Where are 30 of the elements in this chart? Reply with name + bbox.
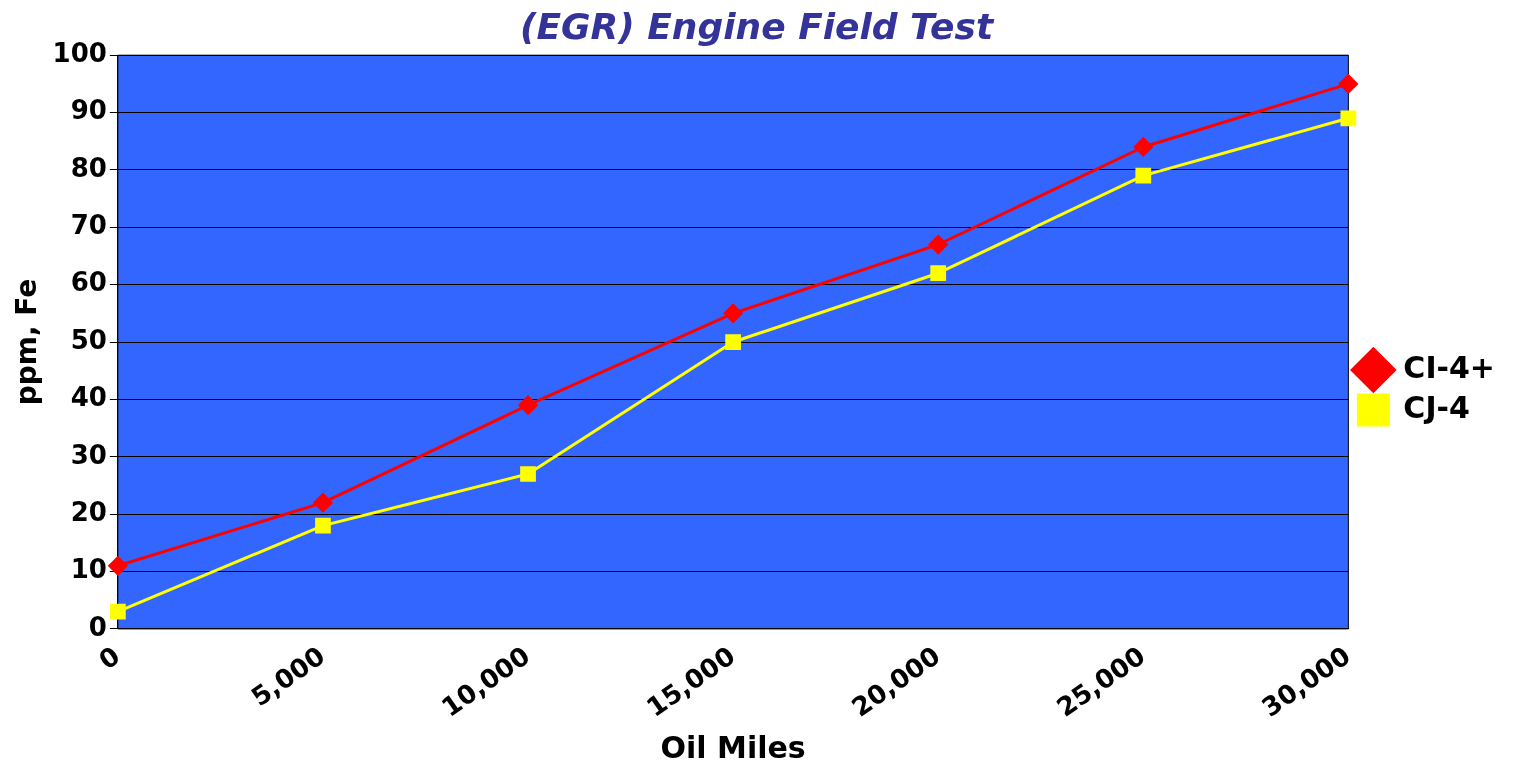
y-tick-label: 30 (70, 439, 107, 470)
point (725, 334, 741, 350)
point (723, 303, 743, 323)
point (1135, 167, 1152, 184)
y-tick-label: 90 (70, 95, 107, 126)
chart-title: (EGR) Engine Field Test (519, 5, 995, 47)
point (108, 556, 128, 576)
y-tick-label: 40 (70, 382, 107, 413)
legend-label: CI-4+ (1403, 349, 1495, 385)
legend-label: CJ-4 (1403, 389, 1470, 425)
point (1133, 137, 1153, 157)
y-tick-label: 60 (70, 267, 107, 298)
y-tick-label: 100 (52, 37, 107, 68)
point (930, 265, 947, 282)
point (315, 517, 331, 534)
y-tick-label: 0 (88, 611, 107, 642)
x-axis-title: Oil Miles (660, 729, 806, 765)
y-tick-label: 70 (70, 210, 107, 241)
point (110, 603, 126, 620)
y-tick-label: 80 (70, 152, 107, 183)
y-tick-label: 50 (70, 324, 107, 355)
y-tick-label: 20 (70, 496, 107, 527)
point (518, 395, 538, 415)
point (928, 235, 948, 255)
point (313, 493, 333, 513)
y-axis-title: ppm, Fe (10, 278, 44, 406)
point (520, 466, 536, 482)
y-tick-label: 10 (70, 554, 107, 585)
point (1338, 74, 1358, 94)
point (1340, 110, 1357, 127)
